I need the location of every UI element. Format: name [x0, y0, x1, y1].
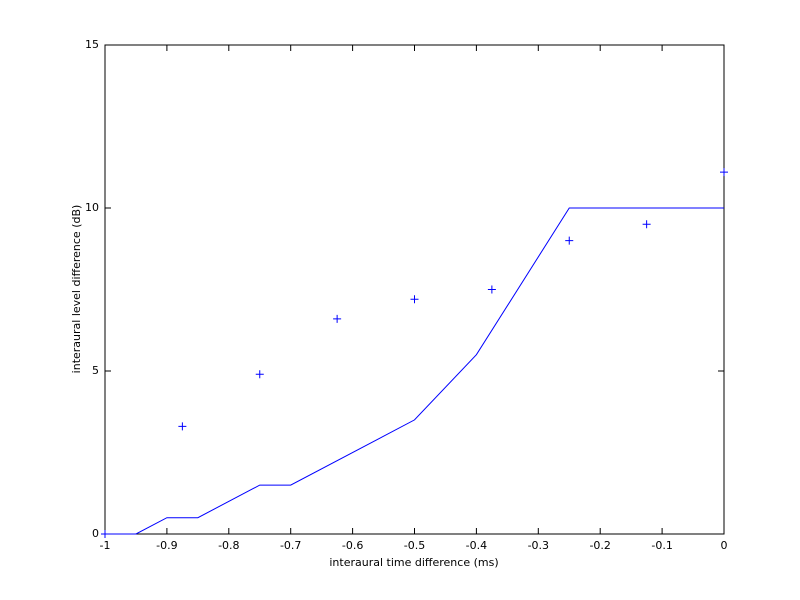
- x-tick-label: -0.8: [218, 539, 239, 552]
- data-point: [333, 314, 342, 323]
- data-point: [101, 530, 109, 538]
- data-point: [410, 295, 419, 304]
- x-tick-label: -0.2: [589, 539, 610, 552]
- x-tick-label: -0.1: [651, 539, 672, 552]
- plot-frame: [104, 44, 725, 535]
- data-point: [720, 168, 728, 177]
- x-tick-label: 0: [721, 539, 728, 552]
- x-tick-label: -0.7: [280, 539, 301, 552]
- x-tick-label: -0.6: [342, 539, 363, 552]
- x-tick-label: -0.4: [466, 539, 487, 552]
- y-axis-label: interaural level difference (dB): [70, 205, 83, 374]
- x-tick-label: -0.5: [404, 539, 425, 552]
- x-axis-label: interaural time difference (ms): [329, 556, 498, 569]
- x-tick-label: -1: [100, 539, 111, 552]
- x-tick-label: -0.9: [156, 539, 177, 552]
- data-point: [487, 285, 496, 294]
- data-line: [105, 207, 724, 535]
- y-tick-label: 5: [92, 364, 99, 377]
- data-point: [178, 422, 187, 431]
- y-tick-label: 0: [92, 527, 99, 540]
- x-tick-label: -0.3: [528, 539, 549, 552]
- y-tick-label: 10: [85, 201, 99, 214]
- y-tick-label: 15: [85, 38, 99, 51]
- data-point: [255, 370, 264, 379]
- data-point: [565, 236, 574, 245]
- data-point: [642, 220, 651, 229]
